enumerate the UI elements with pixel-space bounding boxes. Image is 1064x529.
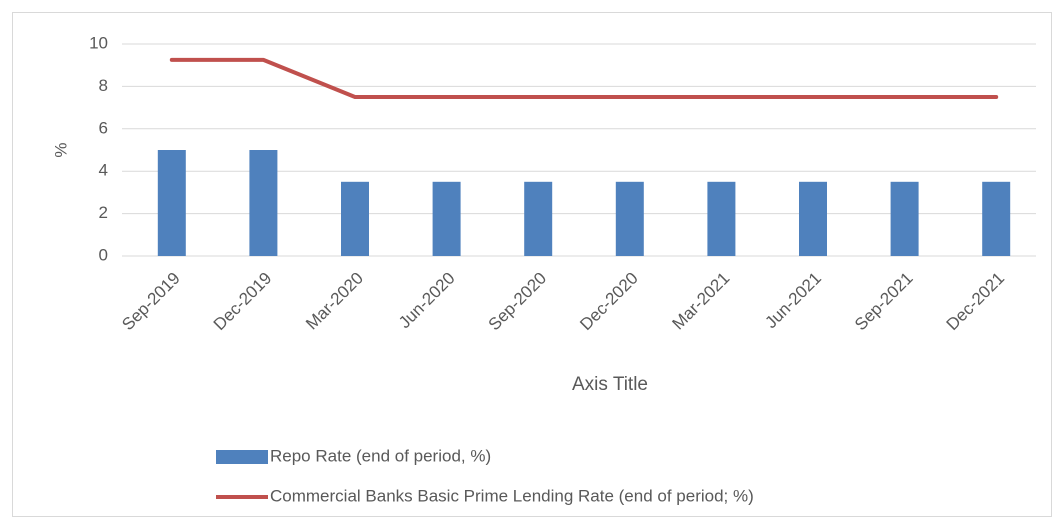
- y-tick-label: 2: [99, 203, 108, 222]
- y-tick-label: 6: [99, 118, 108, 137]
- y-tick-label: 8: [99, 76, 108, 95]
- bar: [341, 181, 369, 256]
- bar: [249, 150, 278, 256]
- bar: [799, 181, 827, 256]
- bar: [890, 181, 919, 256]
- legend-label: Commercial Banks Basic Prime Lending Rat…: [270, 486, 754, 505]
- chart-border: [12, 12, 1052, 517]
- line: [169, 57, 999, 99]
- legend-label: Repo Rate (end of period, %): [270, 446, 491, 465]
- y-tick-label: 4: [99, 161, 108, 180]
- bar: [982, 181, 1011, 256]
- bar: [524, 181, 553, 256]
- legend-swatch: [216, 450, 268, 464]
- bar: [432, 181, 461, 256]
- bar: [157, 150, 186, 256]
- bar: [707, 181, 736, 256]
- y-axis-title: %: [51, 142, 70, 157]
- y-tick-label: 0: [99, 245, 108, 264]
- x-axis-title: Axis Title: [572, 374, 648, 395]
- bar: [615, 181, 644, 256]
- y-tick-label: 10: [89, 33, 108, 52]
